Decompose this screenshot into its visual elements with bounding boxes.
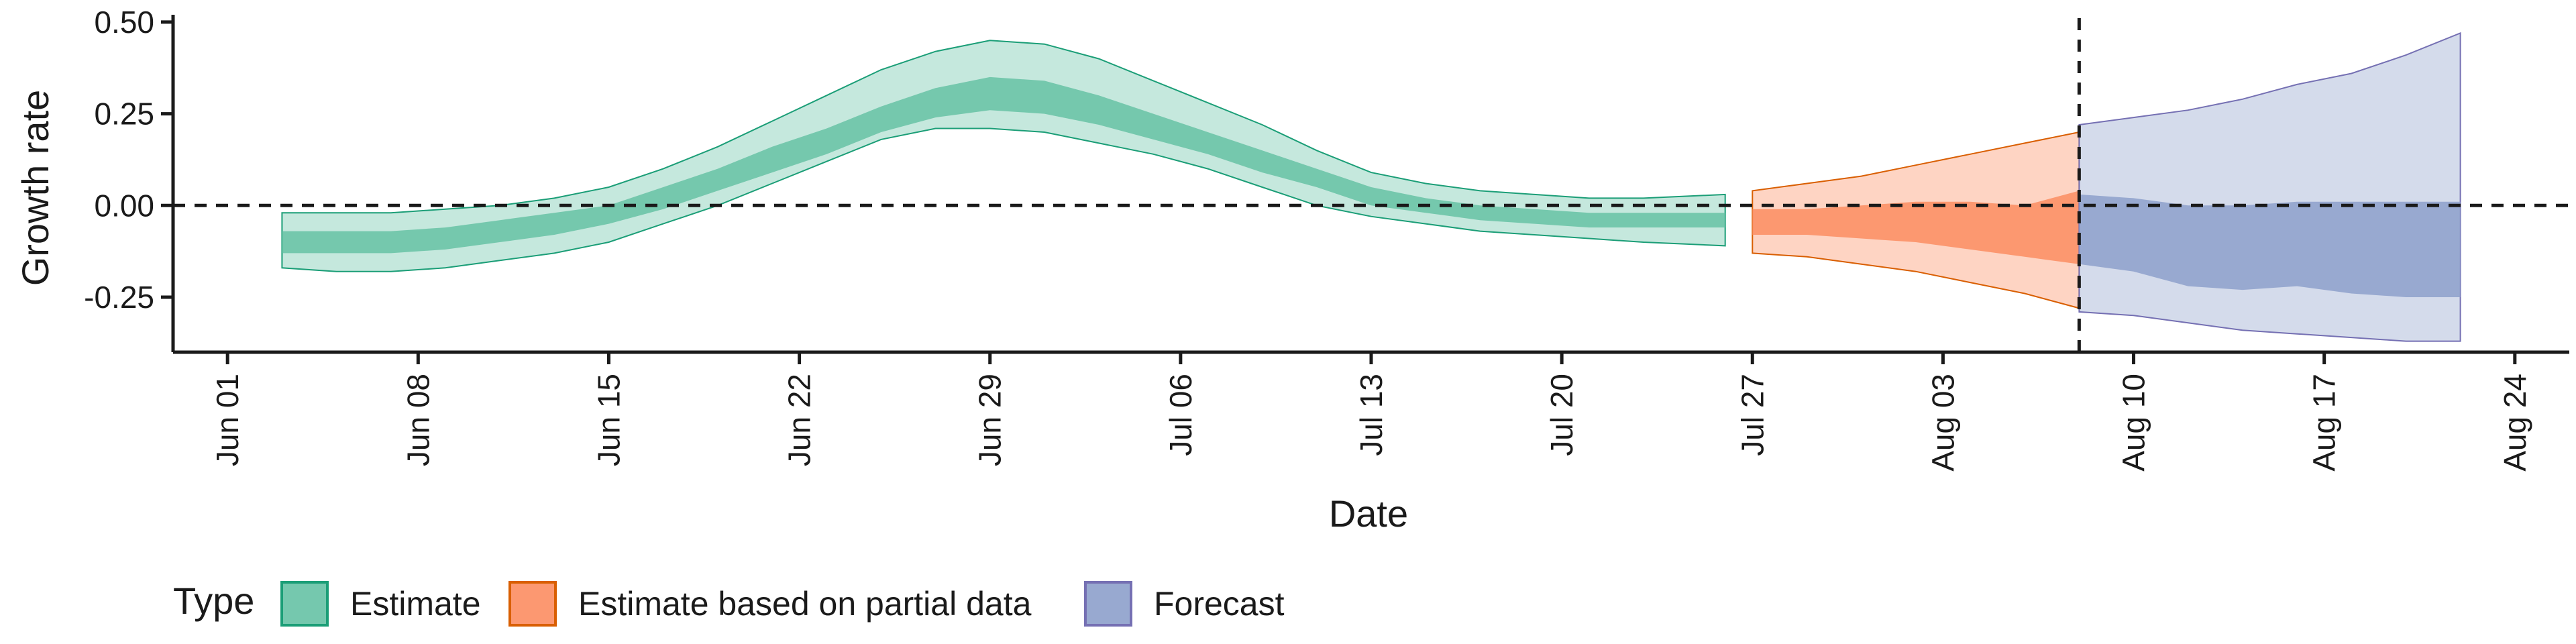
x-tick-label: Jul 20 — [1544, 374, 1579, 456]
legend-title: Type — [173, 580, 254, 622]
x-tick-label: Jul 13 — [1354, 374, 1389, 456]
y-tick-label: 0.50 — [94, 5, 154, 40]
ribbons-layer — [281, 32, 2461, 342]
ribbon-50-estimate — [282, 76, 1725, 254]
ribbon-50-estimate-based-on-partial-data — [1752, 191, 2080, 264]
x-tick-label: Jul 06 — [1163, 374, 1198, 456]
x-tick-label: Jun 22 — [782, 374, 817, 466]
legend-entry-label: Forecast — [1154, 585, 1285, 623]
y-tick-label: 0.00 — [94, 188, 154, 223]
y-tick-label: -0.25 — [84, 280, 154, 315]
x-tick-label: Aug 03 — [1925, 374, 1960, 472]
ribbon-50-forecast — [2079, 194, 2461, 297]
y-axis-ticks: -0.25 0.00 0.25 0.50 — [84, 5, 173, 315]
x-tick-label: Aug 10 — [2116, 374, 2151, 472]
x-tick-label: Jun 01 — [210, 374, 245, 466]
legend-entry-label: Estimate based on partial data — [578, 585, 1032, 623]
legend-key-swatch — [1084, 581, 1132, 627]
y-tick-label: 0.25 — [94, 97, 154, 131]
x-axis-ticks: Jun 01 Jun 08 Jun 15 Jun 22 Jun 29 Jul 06 Jul … — [210, 352, 2532, 472]
legend-entries: Estimate Estimate based on partial data Fo… — [280, 581, 1285, 627]
x-tick-label: Jun 15 — [591, 374, 626, 466]
x-tick-label: Aug 24 — [2498, 374, 2532, 472]
x-tick-label: Jun 08 — [400, 374, 435, 466]
x-tick-label: Jul 27 — [1735, 374, 1770, 456]
y-axis-title: Growth rate — [14, 90, 56, 286]
legend-entry-label: Estimate — [350, 585, 481, 623]
x-tick-label: Jun 29 — [973, 374, 1008, 466]
x-axis-title: Date — [1329, 492, 1408, 535]
legend-key-swatch — [508, 581, 557, 627]
legend: Type Estimate Estimate based on partial d… — [173, 580, 1285, 627]
x-tick-label: Aug 17 — [2307, 374, 2342, 472]
legend-key-swatch — [280, 581, 329, 627]
